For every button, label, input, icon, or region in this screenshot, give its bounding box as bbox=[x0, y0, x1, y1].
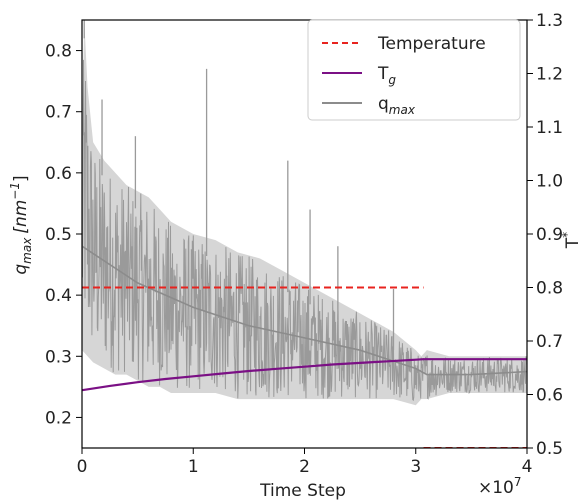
right-y-tick-label: 0.9 bbox=[536, 225, 563, 245]
right-y-tick-label: 0.6 bbox=[536, 386, 563, 406]
left-axis-ticks: 0.2 0.3 0.4 0.5 0.6 0.7 0.8 bbox=[45, 42, 82, 428]
left-y-tick-label: 0.7 bbox=[45, 103, 72, 123]
plot-area bbox=[82, 20, 527, 448]
legend-box bbox=[307, 19, 521, 121]
qmax-mean-line bbox=[82, 245, 527, 376]
left-y-tick-label: 0.3 bbox=[45, 347, 72, 367]
right-axis-label: T* bbox=[560, 232, 583, 249]
legend-label-temperature: Temperature bbox=[377, 34, 486, 54]
plot-series bbox=[82, 20, 527, 448]
left-y-tick-label: 0.6 bbox=[45, 164, 72, 184]
right-y-tick-label: 1.1 bbox=[536, 118, 563, 138]
x-axis-ticks: 0 1 2 3 4 bbox=[77, 448, 533, 477]
right-y-tick-label: 1.0 bbox=[536, 172, 563, 192]
x-tick-label: 0 bbox=[77, 457, 88, 477]
qmax-envelope bbox=[82, 20, 527, 406]
x-axis-label: Time Step bbox=[259, 481, 346, 500]
right-y-tick-label: 1.2 bbox=[536, 65, 563, 85]
tg-line bbox=[82, 358, 527, 392]
right-y-tick-label: 0.8 bbox=[536, 279, 563, 299]
x-tick-label: 2 bbox=[299, 457, 310, 477]
right-axis-ticks: 0.5 0.6 0.7 0.8 0.9 1.0 1.1 1.2 1.3 bbox=[527, 11, 563, 459]
x-axis-multiplier: ×107 bbox=[478, 475, 522, 498]
x-tick-label: 1 bbox=[188, 457, 199, 477]
qmax-trace bbox=[82, 59, 527, 402]
left-y-tick-label: 0.8 bbox=[45, 42, 72, 62]
right-y-tick-label: 0.7 bbox=[536, 332, 563, 352]
legend-label-qmax: qmax bbox=[378, 94, 416, 117]
x-tick-label: 3 bbox=[410, 457, 421, 477]
legend: Temperature Tg qmax bbox=[307, 19, 521, 121]
left-y-tick-label: 0.4 bbox=[45, 286, 72, 306]
left-y-tick-label: 0.5 bbox=[45, 225, 72, 245]
left-y-tick-label: 0.2 bbox=[45, 408, 72, 428]
x-tick-label: 4 bbox=[522, 457, 533, 477]
right-y-tick-label: 1.3 bbox=[536, 11, 563, 31]
right-y-tick-label: 0.5 bbox=[536, 439, 563, 459]
legend-label-tg: Tg bbox=[377, 64, 396, 87]
left-axis-label: qmax[nm−1] bbox=[8, 175, 34, 274]
